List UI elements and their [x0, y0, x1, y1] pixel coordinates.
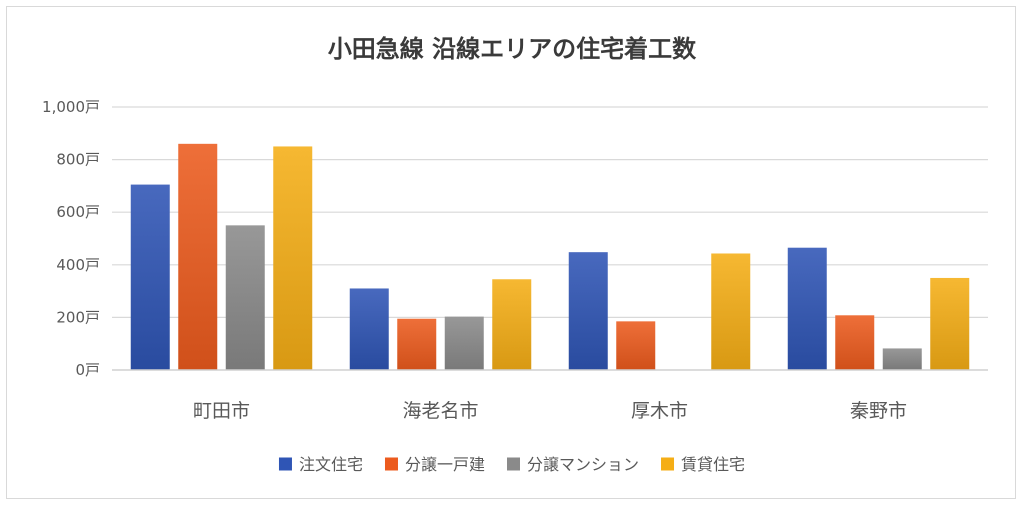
- bar-1-3: [492, 279, 532, 370]
- bar-3-2: [882, 348, 922, 370]
- legend-swatch: [507, 457, 520, 471]
- legend-label: 分譲マンション: [527, 455, 639, 474]
- bar-0-0: [130, 184, 170, 370]
- bar-0-1: [178, 143, 218, 370]
- bars: [130, 143, 970, 370]
- bar-1-2: [444, 316, 484, 370]
- chart-frame: [6, 6, 1016, 499]
- legend: 注文住宅 分譲一戸建 分譲マンション 賃貸住宅: [278, 455, 745, 474]
- bar-3-0: [787, 247, 827, 370]
- bar-2-0: [568, 252, 608, 370]
- bar-0-3: [273, 146, 313, 370]
- bar-2-1: [616, 321, 656, 370]
- legend-swatch: [384, 457, 398, 471]
- bar-3-3: [930, 277, 970, 370]
- legend-label: 注文住宅: [299, 455, 363, 474]
- x-tick-label: 町田市: [193, 400, 250, 422]
- x-axis-ticks: 町田市 海老名市 厚木市 秦野市: [193, 400, 907, 422]
- chart-title: 小田急線 沿線エリアの住宅着工数: [328, 35, 697, 63]
- y-tick-label: 800戸: [56, 151, 100, 169]
- y-tick-label: 0戸: [75, 361, 100, 379]
- x-tick-label: 厚木市: [631, 400, 688, 422]
- bar-0-2: [225, 225, 265, 370]
- y-axis-ticks: 0戸 200戸 400戸 600戸 800戸 1,000戸: [42, 98, 100, 379]
- legend-swatch: [661, 457, 675, 471]
- legend-label: 分譲一戸建: [405, 455, 485, 474]
- y-tick-label: 600戸: [56, 203, 100, 221]
- bar-1-1: [397, 318, 437, 370]
- y-tick-label: 200戸: [56, 308, 100, 326]
- bar-1-0: [349, 288, 389, 370]
- bar-3-1: [835, 315, 875, 370]
- legend-label: 賃貸住宅: [681, 455, 745, 474]
- x-tick-label: 秦野市: [850, 400, 907, 422]
- bar-2-3: [711, 253, 751, 370]
- y-tick-label: 1,000戸: [42, 98, 100, 116]
- y-tick-label: 400戸: [56, 256, 100, 274]
- legend-swatch: [278, 457, 292, 471]
- x-tick-label: 海老名市: [402, 400, 478, 422]
